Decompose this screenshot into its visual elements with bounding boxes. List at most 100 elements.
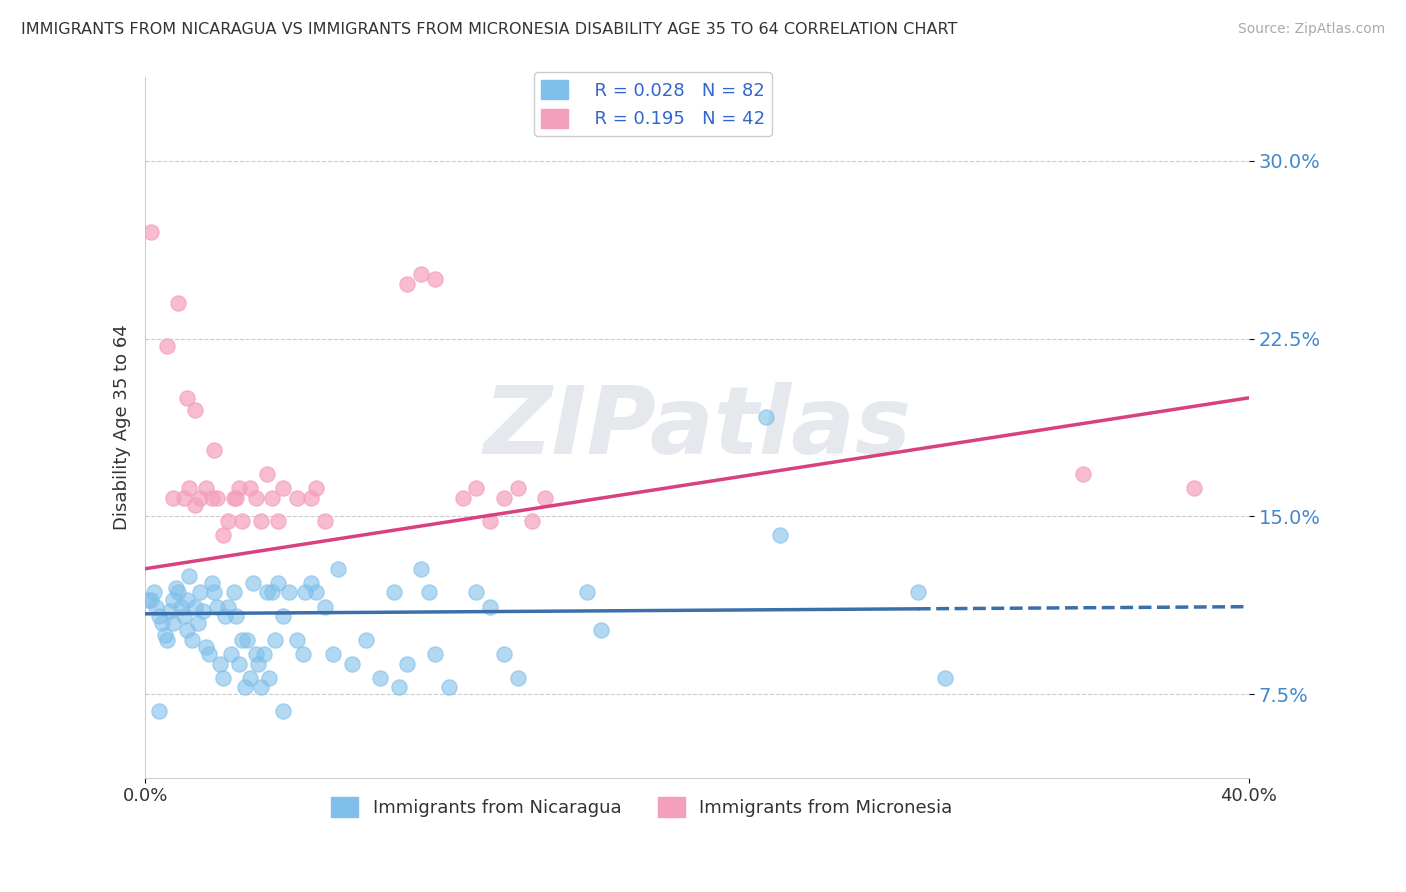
Point	[200, 576, 222, 591]
Point	[202, 443, 225, 458]
Point	[262, 585, 284, 599]
Point	[239, 481, 262, 495]
Point	[411, 562, 433, 576]
Point	[314, 599, 336, 614]
Point	[167, 585, 190, 599]
Text: ZIPatlas: ZIPatlas	[484, 382, 911, 474]
Point	[176, 592, 198, 607]
Point	[1071, 467, 1094, 481]
Point	[305, 481, 328, 495]
Point	[534, 491, 557, 505]
Point	[769, 528, 792, 542]
Point	[418, 585, 440, 599]
Point	[190, 491, 212, 505]
Point	[259, 671, 281, 685]
Point	[217, 599, 239, 614]
Y-axis label: Disability Age 35 to 64: Disability Age 35 to 64	[114, 325, 131, 531]
Point	[465, 585, 488, 599]
Point	[354, 632, 377, 647]
Point	[181, 632, 204, 647]
Point	[396, 657, 419, 671]
Point	[299, 576, 322, 591]
Point	[451, 491, 474, 505]
Text: IMMIGRANTS FROM NICARAGUA VS IMMIGRANTS FROM MICRONESIA DISABILITY AGE 35 TO 64 : IMMIGRANTS FROM NICARAGUA VS IMMIGRANTS …	[21, 22, 957, 37]
Point	[382, 585, 405, 599]
Point	[211, 671, 233, 685]
Point	[187, 616, 209, 631]
Point	[202, 585, 225, 599]
Point	[250, 681, 273, 695]
Point	[423, 647, 446, 661]
Point	[245, 647, 267, 661]
Point	[575, 585, 598, 599]
Point	[294, 585, 316, 599]
Point	[271, 704, 294, 718]
Point	[148, 609, 170, 624]
Point	[256, 467, 278, 481]
Point	[520, 514, 543, 528]
Point	[285, 491, 308, 505]
Point	[328, 562, 350, 576]
Point	[156, 632, 179, 647]
Text: Source: ZipAtlas.com: Source: ZipAtlas.com	[1237, 22, 1385, 37]
Point	[907, 585, 929, 599]
Point	[506, 481, 529, 495]
Point	[159, 604, 181, 618]
Point	[322, 647, 344, 661]
Point	[291, 647, 314, 661]
Point	[148, 704, 170, 718]
Point	[479, 514, 502, 528]
Point	[222, 585, 245, 599]
Point	[236, 632, 259, 647]
Point	[162, 616, 184, 631]
Point	[211, 528, 233, 542]
Point	[934, 671, 956, 685]
Point	[250, 514, 273, 528]
Point	[437, 681, 460, 695]
Point	[423, 272, 446, 286]
Point	[200, 491, 222, 505]
Point	[222, 491, 245, 505]
Point	[264, 632, 287, 647]
Point	[271, 481, 294, 495]
Point	[479, 599, 502, 614]
Point	[305, 585, 328, 599]
Point	[184, 402, 207, 417]
Point	[231, 514, 253, 528]
Point	[193, 604, 215, 618]
Point	[256, 585, 278, 599]
Point	[176, 624, 198, 638]
Point	[153, 628, 176, 642]
Point	[142, 585, 165, 599]
Point	[205, 491, 228, 505]
Point	[492, 647, 515, 661]
Point	[506, 671, 529, 685]
Point	[755, 409, 778, 424]
Point	[167, 296, 190, 310]
Point	[195, 481, 218, 495]
Point	[225, 609, 247, 624]
Point	[231, 632, 253, 647]
Point	[368, 671, 391, 685]
Point	[396, 277, 419, 291]
Point	[214, 609, 236, 624]
Point	[285, 632, 308, 647]
Point	[184, 599, 207, 614]
Point	[262, 491, 284, 505]
Point	[314, 514, 336, 528]
Point	[173, 491, 195, 505]
Point	[208, 657, 231, 671]
Point	[139, 225, 162, 239]
Point	[217, 514, 239, 528]
Point	[225, 491, 247, 505]
Point	[162, 592, 184, 607]
Point	[162, 491, 184, 505]
Point	[179, 569, 201, 583]
Point	[465, 481, 488, 495]
Point	[239, 671, 262, 685]
Point	[267, 576, 290, 591]
Point	[205, 599, 228, 614]
Point	[411, 268, 433, 282]
Point	[145, 599, 167, 614]
Point	[1182, 481, 1205, 495]
